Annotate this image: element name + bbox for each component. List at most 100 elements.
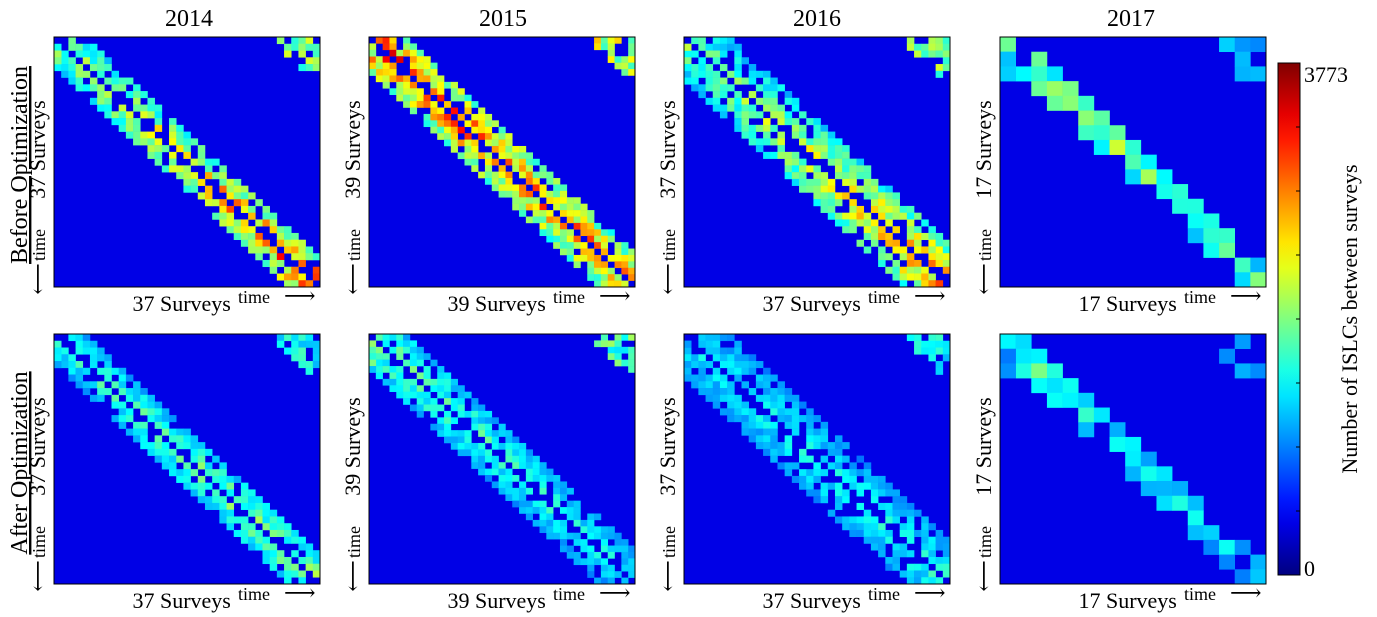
heatmap-cell	[587, 261, 595, 269]
heatmap-cell	[97, 91, 105, 99]
heatmap-cell	[312, 340, 321, 348]
heatmap-cell	[161, 165, 170, 173]
heatmap-cell	[935, 64, 944, 72]
heatmap-cell	[133, 91, 141, 99]
heatmap-frame	[999, 333, 1267, 585]
heatmap-cell	[169, 435, 177, 443]
heatmap-cell	[409, 107, 418, 115]
heatmap-cell	[1000, 334, 1016, 350]
heatmap-cell	[416, 410, 424, 418]
heatmap-cell	[573, 532, 581, 540]
heatmap-cell	[505, 158, 513, 166]
heatmap-cell	[484, 417, 493, 425]
heatmap-cell	[942, 246, 951, 254]
heatmap-cell	[82, 340, 91, 348]
heatmap-cell	[519, 494, 527, 501]
heatmap-cell	[885, 239, 893, 247]
heatmap-cell	[498, 178, 506, 185]
heatmap-cell	[68, 354, 76, 362]
heatmap-cell	[594, 43, 602, 51]
heatmap-cell	[312, 354, 321, 362]
heatmap-cell	[298, 556, 306, 565]
heatmap-cell	[834, 462, 843, 470]
heatmap-cell	[276, 516, 285, 524]
heatmap-cell	[255, 516, 263, 524]
heatmap-cell	[437, 120, 445, 128]
heatmap-cell	[233, 185, 242, 193]
y-axis-label: 37 Surveys	[25, 397, 50, 495]
heatmap-cell	[89, 84, 98, 92]
x-axis-label: 37 Surveys	[132, 291, 230, 316]
heatmap-cell	[856, 516, 865, 524]
heatmap-cell	[580, 210, 588, 217]
heatmap-cell	[75, 77, 84, 85]
heatmap-cell	[430, 101, 438, 108]
heatmap-cell	[748, 428, 757, 436]
heatmap-cell	[396, 346, 404, 354]
heatmap-cell	[1125, 154, 1142, 170]
heatmap-cell	[684, 43, 692, 51]
heatmap-cell	[75, 43, 84, 51]
heatmap-cell	[255, 199, 263, 207]
heatmap-cell	[61, 64, 69, 72]
heatmap-cell	[878, 232, 886, 241]
heatmap-cell	[403, 391, 411, 399]
heatmap-cell	[190, 172, 199, 180]
heatmap-cell	[863, 232, 872, 241]
heatmap-cell	[935, 50, 944, 58]
heatmap-cell	[748, 361, 757, 369]
heatmap-cell	[248, 205, 256, 213]
heatmap-cell	[169, 138, 177, 146]
heatmap-cell	[104, 388, 112, 396]
heatmap-cell	[763, 415, 771, 423]
heatmap-cell	[389, 88, 397, 95]
heatmap-cell	[791, 394, 800, 402]
heatmap-cell	[409, 81, 418, 89]
heatmap-cell	[566, 513, 574, 521]
heatmap-cell	[727, 401, 735, 409]
heatmap-cell	[140, 428, 148, 436]
heatmap-cell	[444, 101, 452, 108]
heatmap-cell	[512, 442, 520, 450]
heatmap-cell	[68, 57, 76, 65]
heatmap-cell	[784, 415, 793, 423]
heatmap-cell	[369, 359, 377, 367]
heatmap-cell	[587, 210, 595, 217]
heatmap-cell	[437, 107, 445, 115]
heatmap-cell	[111, 77, 119, 85]
heatmap-cell	[409, 378, 418, 386]
heatmap-cell	[935, 556, 944, 565]
heatmap-cell	[491, 158, 499, 166]
heatmap-cell	[484, 449, 493, 457]
y-time-arrow: ⟵	[340, 560, 365, 592]
heatmap-cell	[437, 372, 445, 380]
heatmap-cell	[525, 203, 533, 211]
heatmap-cell	[505, 436, 513, 444]
heatmap-cell	[161, 408, 170, 416]
heatmap-cell	[573, 513, 581, 521]
heatmap-cell	[262, 536, 270, 544]
colorbar: 3773 0 Number of ISLCs between surveys	[1277, 62, 1362, 581]
heatmap-cell	[403, 340, 411, 348]
x-axis-label: 17 Surveys	[1078, 291, 1176, 316]
heatmap-cell	[111, 394, 119, 402]
heatmap-cell	[870, 516, 879, 524]
heatmap-cell	[856, 482, 865, 490]
heatmap-cell	[204, 462, 213, 470]
heatmap-cell	[546, 526, 554, 534]
heatmap-cell	[770, 151, 778, 159]
heatmap-cell	[842, 475, 850, 483]
heatmap-cell	[403, 49, 411, 57]
heatmap-cell	[118, 118, 127, 126]
heatmap-cell	[573, 254, 581, 262]
heatmap-cell	[878, 475, 886, 483]
heatmap-cell	[870, 496, 879, 504]
heatmap-cell	[1015, 66, 1032, 82]
heatmap-cell	[1234, 539, 1251, 555]
x-axis-label: 39 Surveys	[447, 588, 545, 613]
heatmap-cell	[312, 57, 321, 65]
heatmap-cell	[777, 388, 785, 396]
heatmap-cell	[219, 462, 227, 470]
heatmap-cell	[827, 158, 836, 166]
heatmap-cell	[559, 222, 568, 230]
